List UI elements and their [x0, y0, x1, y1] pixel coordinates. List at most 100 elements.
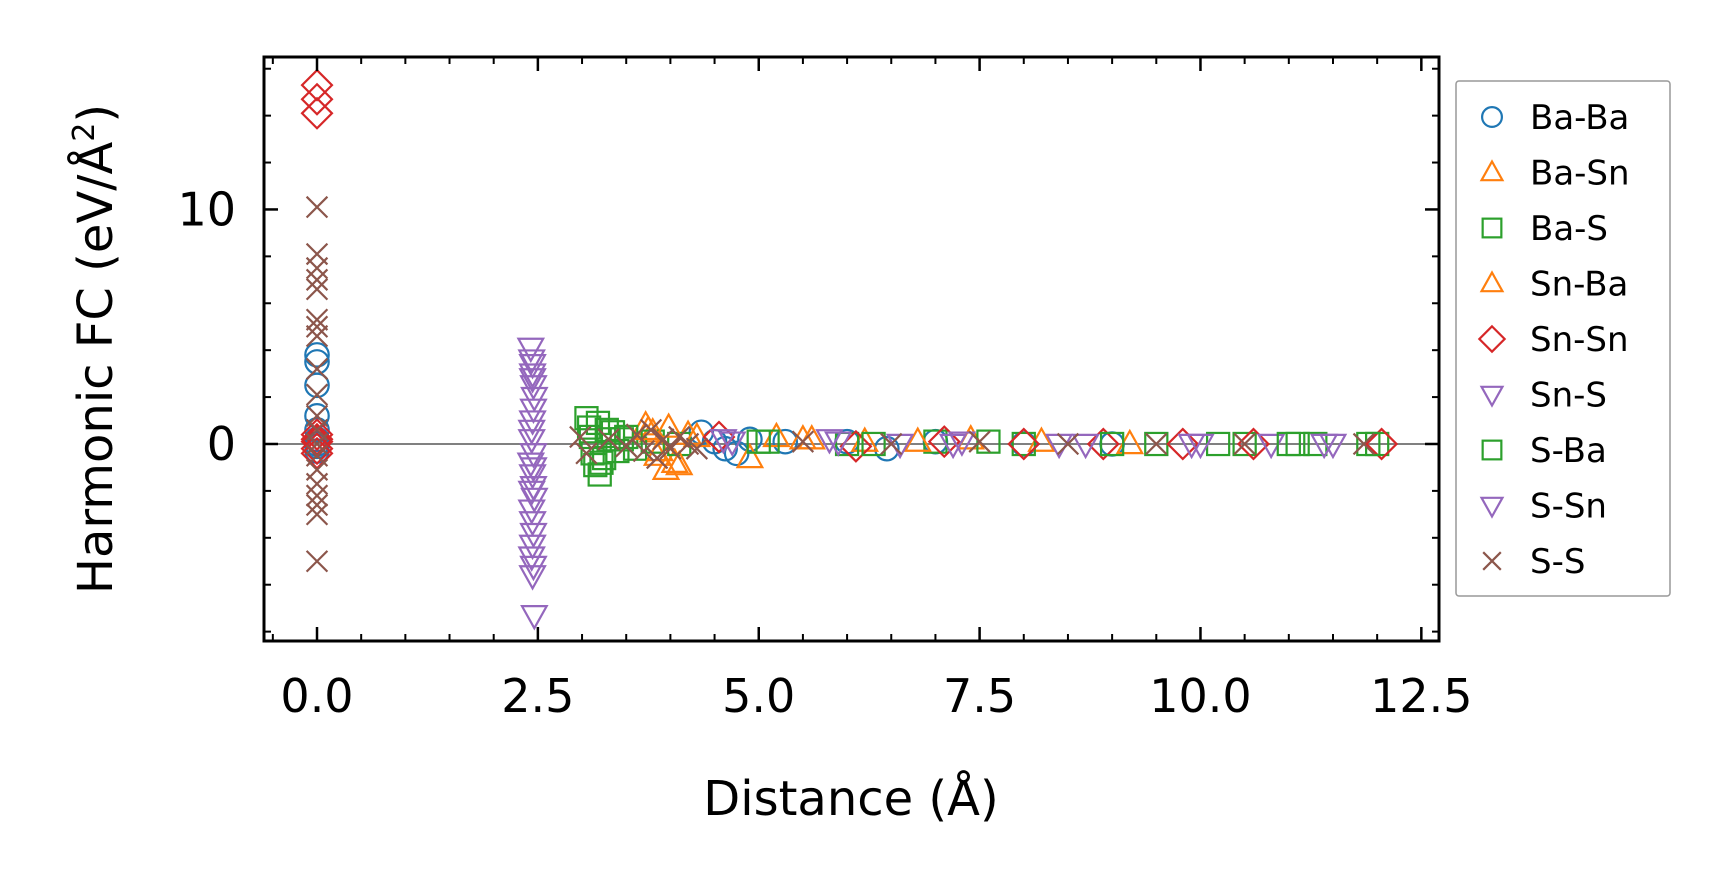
data-point-ba-s [591, 445, 617, 471]
data-point-s-sn [1309, 433, 1339, 460]
data-point-sn-sn [1166, 427, 1200, 461]
y-axis-label-end: ) [68, 104, 124, 123]
data-point-sn-s [517, 429, 546, 455]
data-point-s-ba [861, 431, 886, 457]
data-point-sn-s [718, 431, 747, 457]
data-point-s-ba [976, 429, 1001, 454]
data-point-sn-ba [682, 421, 712, 448]
data-point-s-sn [938, 433, 968, 460]
plot-frame [262, 55, 1441, 643]
data-point-sn-s [947, 431, 977, 457]
data-point-sn-s [518, 565, 547, 591]
data-point-s-s [639, 418, 663, 442]
data-point-s-s [305, 432, 329, 456]
data-point-s-s [305, 503, 329, 526]
y-axis-label: Harmonic FC (eV/Å2) [67, 104, 124, 594]
data-point-s-s [305, 324, 329, 348]
data-point-ba-sn [651, 454, 681, 480]
data-point-s-ba [1099, 431, 1125, 457]
data-point-s-ba [585, 410, 611, 436]
legend-marker-ba-ba [1480, 105, 1503, 128]
legend-marker-s-sn [1479, 496, 1505, 519]
x-tick-label: 0.0 [280, 669, 353, 723]
data-point-s-sn [1186, 433, 1215, 460]
data-point-ba-s [583, 452, 608, 478]
data-point-s-s [305, 493, 329, 517]
data-point-sn-ba [665, 449, 694, 476]
data-point-sn-s [520, 605, 549, 631]
data-point-s-ba [1276, 431, 1301, 457]
data-point-s-s [305, 315, 329, 338]
data-point-sn-sn [300, 96, 334, 130]
data-point-s-s [685, 437, 709, 460]
series-sn-ba [634, 412, 932, 476]
data-point-s-s [305, 484, 329, 507]
data-point-sn-ba [903, 426, 932, 452]
data-point-sn-sn [300, 82, 334, 116]
legend-marker-s-s [1482, 551, 1502, 571]
data-point-s-s [632, 439, 656, 463]
data-point-s-sn [824, 431, 853, 457]
data-point-sn-ba [797, 424, 826, 450]
data-point-sn-s [519, 555, 548, 582]
data-point-s-s [305, 195, 329, 219]
data-point-s-s [305, 550, 329, 573]
legend-marker-ba-s [1481, 217, 1503, 239]
data-point-sn-sn [300, 68, 334, 102]
data-point-s-s [305, 268, 329, 291]
data-point-s-s [305, 256, 329, 280]
data-point-s-s [659, 437, 682, 460]
data-point-sn-sn [300, 418, 334, 452]
data-point-s-s [1145, 432, 1168, 456]
data-point-ba-ba [304, 372, 330, 399]
data-point-s-s [575, 442, 598, 465]
data-point-s-s [1056, 432, 1080, 456]
x-tick-label: 2.5 [501, 669, 574, 723]
legend-label-sn-sn: Sn-Sn [1530, 320, 1629, 360]
data-point-ba-s [1232, 431, 1257, 457]
data-point-ba-ba [737, 426, 763, 453]
data-point-s-s [880, 432, 903, 456]
data-point-s-sn [517, 480, 546, 507]
legend-label-s-s: S-S [1530, 542, 1585, 582]
data-point-sn-s [518, 410, 547, 436]
legend-label-ba-ba: Ba-Ba [1530, 98, 1629, 138]
legend-label-sn-s: Sn-S [1530, 376, 1607, 416]
x-tick-label: 7.5 [943, 669, 1016, 723]
x-tick-label: 5.0 [722, 669, 795, 723]
data-point-ba-ba [304, 342, 330, 368]
data-point-sn-sn [1007, 427, 1041, 461]
data-point-sn-ba [654, 412, 683, 438]
data-point-s-s [305, 383, 329, 406]
data-point-s-s [597, 428, 620, 451]
y-axis-label-main: Harmonic FC (eV/Å [67, 142, 124, 595]
data-point-s-s [569, 425, 592, 449]
data-point-s-ba [755, 429, 780, 454]
legend-label-s-sn: S-Sn [1530, 487, 1607, 527]
legend-label-s-ba: S-Ba [1530, 431, 1607, 471]
data-point-s-s [968, 430, 991, 453]
data-point-ba-sn [660, 447, 690, 473]
legend-marker-s-ba [1481, 439, 1503, 461]
data-point-sn-s [1071, 433, 1100, 460]
data-point-s-s [1352, 432, 1376, 456]
data-point-sn-ba [642, 440, 672, 466]
y-tick-label: 0 [207, 417, 236, 471]
data-point-s-s [668, 425, 691, 449]
data-point-s-s [1233, 432, 1256, 456]
data-point-sn-s [517, 349, 546, 375]
data-point-sn-sn [927, 425, 961, 459]
data-point-s-s [305, 278, 329, 301]
data-point-s-s [791, 430, 815, 453]
data-point-sn-sn [1086, 427, 1120, 461]
data-point-sn-s [815, 429, 844, 455]
legend-marker-sn-s [1479, 385, 1505, 408]
data-point-ba-ba [772, 428, 799, 455]
data-points-layer [300, 68, 1399, 631]
legend-marker-ba-sn [1479, 159, 1505, 182]
data-point-sn-s [517, 546, 546, 572]
data-point-sn-s [519, 457, 548, 483]
data-point-s-ba [1356, 431, 1381, 457]
data-point-s-ba [589, 450, 614, 475]
